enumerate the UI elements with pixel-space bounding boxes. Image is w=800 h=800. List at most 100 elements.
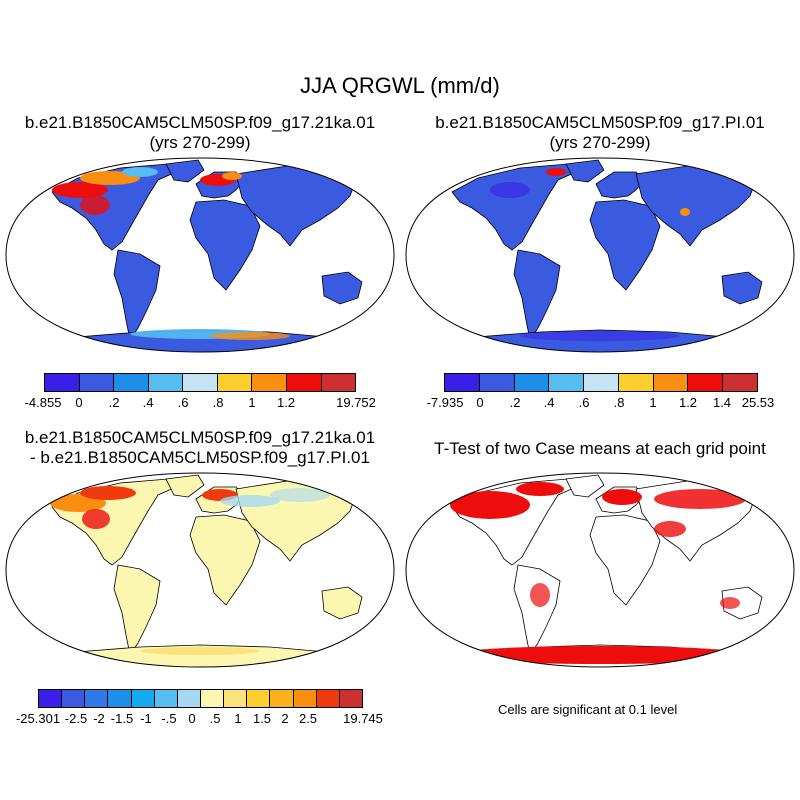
colorbar-tick-label: 2 — [281, 711, 289, 726]
colorbar-tick-label: 0 — [188, 711, 196, 726]
field-anomaly — [270, 488, 330, 502]
colorbar-swatch — [247, 690, 271, 707]
field-anomaly — [210, 332, 290, 340]
colorbar-swatch — [85, 690, 109, 707]
colorbar-tick-label: .6 — [578, 395, 590, 410]
field-anomaly — [680, 208, 690, 216]
map-panel-4 — [405, 472, 795, 668]
colorbar-tick-label: .5 — [209, 711, 221, 726]
colorbar-tick-label: 1 — [248, 395, 256, 410]
land-region — [513, 564, 561, 657]
field-anomaly — [546, 168, 566, 176]
colorbar-swatch — [177, 690, 201, 707]
map-outline — [405, 472, 795, 668]
field-anomaly — [654, 489, 746, 509]
colorbar-tick-label: -25.301 — [15, 711, 61, 726]
field-anomaly — [222, 172, 242, 180]
land-region — [189, 199, 261, 291]
colorbar-tick-label: .2 — [108, 395, 120, 410]
colorbar-panel-1 — [44, 373, 356, 392]
colorbar-tick-label: .2 — [509, 395, 521, 410]
colorbar-swatch — [131, 690, 155, 707]
field-anomaly — [220, 495, 280, 507]
colorbar-swatch — [514, 374, 550, 391]
panel-2-title: b.e21.B1850CAM5CLM50SP.f09_g17.PI.01 (yr… — [400, 113, 800, 153]
colorbar-swatch — [653, 374, 689, 391]
colorbar-swatch — [293, 690, 317, 707]
field-anomaly — [720, 597, 740, 609]
colorbar-swatch — [549, 374, 585, 391]
colorbar-swatch — [584, 374, 619, 391]
field-anomaly — [450, 646, 750, 664]
colorbar-swatch — [479, 374, 515, 391]
colorbar-swatch — [114, 374, 149, 391]
map-panel-1 — [5, 157, 395, 353]
colorbar-swatch — [688, 374, 724, 391]
colorbar-swatch — [79, 374, 115, 391]
colorbar-swatch — [62, 690, 86, 707]
land-region — [165, 159, 205, 183]
colorbar-tick-label: 19.745 — [343, 711, 383, 726]
colorbar-tick-label: -2.5 — [64, 711, 88, 726]
colorbar-tick-label: 1.5 — [252, 711, 272, 726]
field-anomaly — [80, 486, 136, 500]
colorbar-tick-label: -2 — [93, 711, 105, 726]
land-region — [589, 514, 661, 606]
main-title: JJA QRGWL (mm/d) — [300, 73, 500, 98]
colorbar-swatch — [154, 690, 178, 707]
colorbar-swatch — [316, 690, 340, 707]
colorbar-tick-label: -7.935 — [426, 395, 464, 410]
colorbar-tick-label: .4 — [142, 395, 154, 410]
colorbar-swatch — [183, 374, 218, 391]
panel-2-title-line1: b.e21.B1850CAM5CLM50SP.f09_g17.PI.01 — [435, 113, 765, 132]
field-anomaly — [450, 491, 530, 519]
field-anomaly — [82, 509, 110, 529]
colorbar-tick-label: 0 — [476, 395, 484, 410]
panel-4-title: T-Test of two Case means at each grid po… — [400, 439, 800, 459]
colorbar-tick-label: 2.5 — [298, 711, 318, 726]
field-anomaly — [516, 482, 564, 496]
colorbar-tick-label: 1.2 — [276, 395, 296, 410]
colorbar-tick-label: .8 — [212, 395, 224, 410]
colorbar-swatch — [224, 690, 248, 707]
field-anomaly — [530, 583, 550, 607]
map-outline — [5, 472, 395, 668]
colorbar-tick-label: -.5 — [161, 711, 177, 726]
map-outline — [5, 157, 395, 353]
field-anomaly — [654, 521, 686, 537]
panel-2-title-line2: (yrs 270-299) — [549, 133, 651, 152]
colorbar-tick-label: .4 — [543, 395, 555, 410]
colorbar-tick-label: .8 — [613, 395, 625, 410]
field-anomaly — [490, 182, 530, 198]
panel-3-title: b.e21.B1850CAM5CLM50SP.f09_g17.21ka.01 -… — [0, 428, 400, 468]
colorbar-tick-label: 19.752 — [336, 395, 376, 410]
colorbar-swatch — [252, 374, 287, 391]
map-outline — [405, 157, 795, 353]
colorbar-swatch — [321, 374, 356, 391]
colorbar-panel-3 — [38, 689, 363, 708]
colorbar-swatch — [45, 374, 80, 391]
colorbar-swatch — [108, 690, 132, 707]
panel-1-title: b.e21.B1850CAM5CLM50SP.f09_g17.21ka.01 (… — [0, 113, 400, 153]
field-anomaly — [520, 331, 680, 341]
colorbar-swatch — [39, 690, 63, 707]
colorbar-swatch — [270, 690, 294, 707]
panel-4-title-line1: T-Test of two Case means at each grid po… — [434, 439, 766, 458]
colorbar-tick-label: -4.855 — [24, 395, 62, 410]
land-region — [565, 159, 605, 183]
colorbar-swatch — [445, 374, 480, 391]
colorbar-tick-label: -1.5 — [110, 711, 134, 726]
colorbar-swatch — [339, 690, 362, 707]
land-region — [189, 514, 261, 606]
colorbar-tick-label: .6 — [177, 395, 189, 410]
land-region — [513, 249, 561, 342]
land-region — [113, 564, 161, 657]
colorbar-swatch — [723, 374, 758, 391]
panel-3-title-line2: - b.e21.B1850CAM5CLM50SP.f09_g17.PI.01 — [30, 448, 370, 467]
colorbar-swatch — [286, 374, 322, 391]
land-region — [595, 171, 645, 199]
field-anomaly — [80, 195, 110, 215]
colorbar-tick-label: 1.4 — [712, 395, 732, 410]
field-anomaly — [140, 647, 260, 655]
colorbar-tick-label: 25.53 — [741, 395, 775, 410]
